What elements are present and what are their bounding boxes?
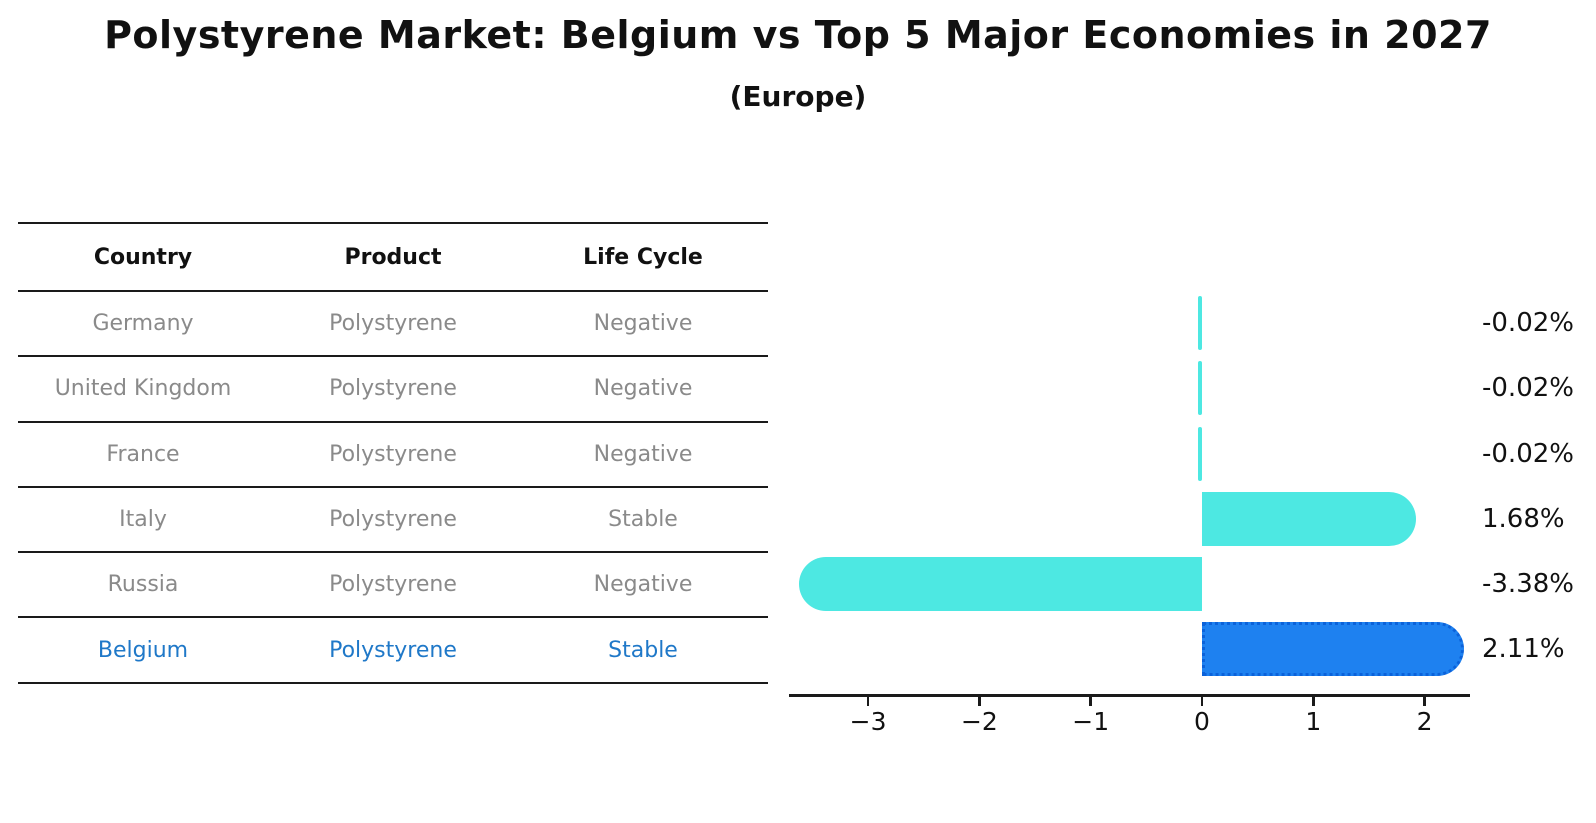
value-label-united-kingdom: -0.02% [1482, 373, 1574, 404]
table-body: Germany Polystyrene Negative United Kingdom… [18, 292, 768, 684]
table-row-italy: Italy Polystyrene Stable [18, 488, 768, 554]
country-table: Country Product Life Cycle Germany Polyst… [18, 222, 768, 684]
col-header-product: Product [344, 244, 442, 270]
cell-lifecycle: Negative [593, 376, 693, 402]
table-row-germany: Germany Polystyrene Negative [18, 292, 768, 358]
chart-subtitle: (Europe) [729, 80, 867, 113]
table-row-belgium: Belgium Polystyrene Stable [18, 618, 768, 684]
value-label-germany: -0.02% [1482, 307, 1574, 338]
cell-lifecycle: Stable [608, 507, 678, 533]
cell-country: Italy [119, 507, 167, 533]
bar-united-kingdom [1197, 361, 1202, 416]
bar-russia [798, 557, 1202, 612]
value-label-italy: 1.68% [1482, 503, 1565, 534]
cell-lifecycle: Negative [593, 311, 693, 337]
cell-lifecycle: Stable [608, 637, 678, 663]
x-tick [1089, 697, 1092, 706]
x-tick [1312, 697, 1315, 706]
bar-germany [1197, 295, 1202, 350]
x-tick-label: 0 [1194, 707, 1210, 736]
value-label-belgium: 2.11% [1482, 634, 1565, 665]
table-row-france: France Polystyrene Negative [18, 423, 768, 488]
x-tick-label: 1 [1305, 707, 1322, 736]
cell-lifecycle: Negative [593, 572, 693, 598]
x-tick-label: 2 [1416, 707, 1433, 736]
cell-product: Polystyrene [329, 441, 457, 467]
cell-country: Belgium [97, 637, 189, 663]
cell-country: France [106, 441, 180, 467]
table-row-united-kingdom: United Kingdom Polystyrene Negative [18, 357, 768, 423]
cell-product: Polystyrene [329, 376, 457, 402]
table-header-row: Country Product Life Cycle [18, 224, 768, 292]
table-row-russia: Russia Polystyrene Negative [18, 553, 768, 619]
x-tick [978, 697, 981, 706]
x-tick-label: −1 [1072, 707, 1110, 736]
bar-italy [1202, 491, 1416, 546]
cell-country: United Kingdom [54, 376, 232, 402]
value-label-russia: -3.38% [1482, 569, 1574, 600]
cell-product: Polystyrene [329, 572, 457, 598]
x-tick [1423, 697, 1426, 706]
col-header-lifecycle: Life Cycle [583, 244, 703, 270]
cell-product: Polystyrene [329, 311, 457, 337]
col-header-country: Country [93, 244, 193, 270]
x-tick [866, 697, 870, 706]
cell-lifecycle: Negative [593, 441, 693, 467]
x-tick-label: −3 [849, 707, 887, 736]
cell-product: Polystyrene [329, 637, 457, 663]
bar-france [1197, 426, 1202, 481]
cell-country: Germany [92, 311, 194, 337]
x-tick-label: −2 [960, 707, 998, 736]
x-tick [1200, 697, 1204, 706]
chart-title: Polystyrene Market: Belgium vs Top 5 Maj… [104, 13, 1492, 57]
value-label-france: -0.02% [1482, 438, 1574, 469]
bar-belgium [1202, 622, 1464, 677]
cell-country: Russia [107, 572, 179, 598]
x-axis-line [789, 694, 1470, 697]
cell-product: Polystyrene [329, 507, 457, 533]
